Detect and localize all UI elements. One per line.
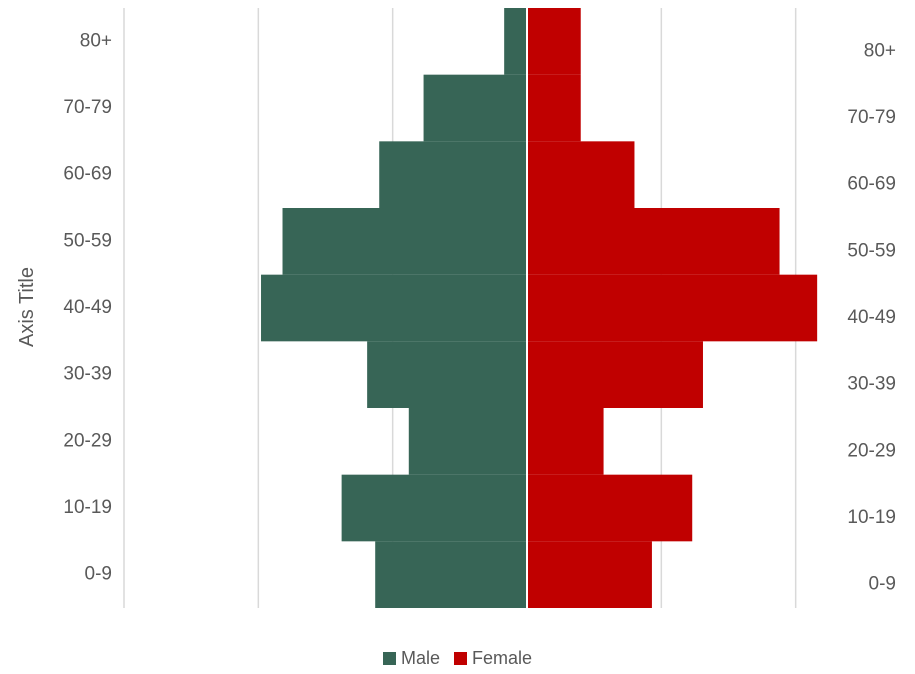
bar-male-10-19 (341, 474, 527, 542)
bar-female-10-19 (527, 474, 693, 542)
left-tick-label: 60-69 (63, 164, 112, 185)
left-tick-label: 80+ (80, 30, 112, 51)
legend: Male Female (0, 648, 915, 669)
right-category-labels: 0-9 10-19 20-29 30-39 40-49 50-59 60-69 70-79 80… (847, 40, 896, 594)
right-tick-label: 50-59 (847, 240, 896, 261)
right-tick-label: 40-49 (847, 307, 896, 328)
bar-male-70-79 (423, 74, 527, 142)
bar-female-50-59 (527, 208, 780, 275)
right-tick-label: 80+ (864, 40, 896, 61)
legend-label-male: Male (400, 648, 440, 668)
right-tick-label: 30-39 (847, 374, 896, 395)
right-tick-label: 10-19 (847, 507, 896, 528)
left-tick-label: 70-79 (63, 97, 112, 118)
left-category-labels: 0-9 10-19 20-29 30-39 40-49 50-59 60-69 70-79 80… (63, 30, 112, 584)
legend-swatch-male (382, 652, 396, 665)
bar-female-70-79 (527, 74, 581, 142)
bar-female-0-9 (527, 541, 652, 608)
bar-male-20-29 (408, 408, 527, 475)
bar-male-60-69 (379, 141, 527, 208)
bar-female-30-39 (527, 341, 703, 408)
bar-female-60-69 (527, 141, 635, 208)
legend-swatch-female (453, 652, 467, 665)
left-tick-label: 10-19 (63, 497, 112, 518)
bar-male-50-59 (282, 208, 527, 275)
right-tick-label: 0-9 (869, 574, 896, 595)
right-tick-label: 70-79 (847, 107, 896, 128)
bar-female-80+ (527, 8, 581, 75)
legend-item-female: Female (453, 648, 533, 669)
bar-male-0-9 (375, 541, 527, 608)
left-tick-label: 20-29 (63, 430, 112, 451)
legend-item-male: Male (382, 648, 440, 669)
right-tick-label: 20-29 (847, 440, 896, 461)
right-tick-label: 60-69 (847, 174, 896, 195)
left-tick-label: 30-39 (63, 364, 112, 385)
bars (261, 8, 818, 608)
bar-female-20-29 (527, 408, 604, 475)
bar-female-40-49 (527, 274, 818, 342)
legend-label-female: Female (471, 648, 533, 668)
bar-male-80+ (504, 8, 527, 75)
population-pyramid-chart: 0-9 10-19 20-29 30-39 40-49 50-59 60-69 70-79 80… (16, 8, 896, 608)
left-tick-label: 40-49 (63, 297, 112, 318)
left-tick-label: 50-59 (63, 230, 112, 251)
y-axis-title: Axis Title (16, 267, 38, 347)
left-tick-label: 0-9 (85, 564, 112, 585)
bar-male-40-49 (261, 274, 527, 342)
bar-male-30-39 (367, 341, 527, 408)
